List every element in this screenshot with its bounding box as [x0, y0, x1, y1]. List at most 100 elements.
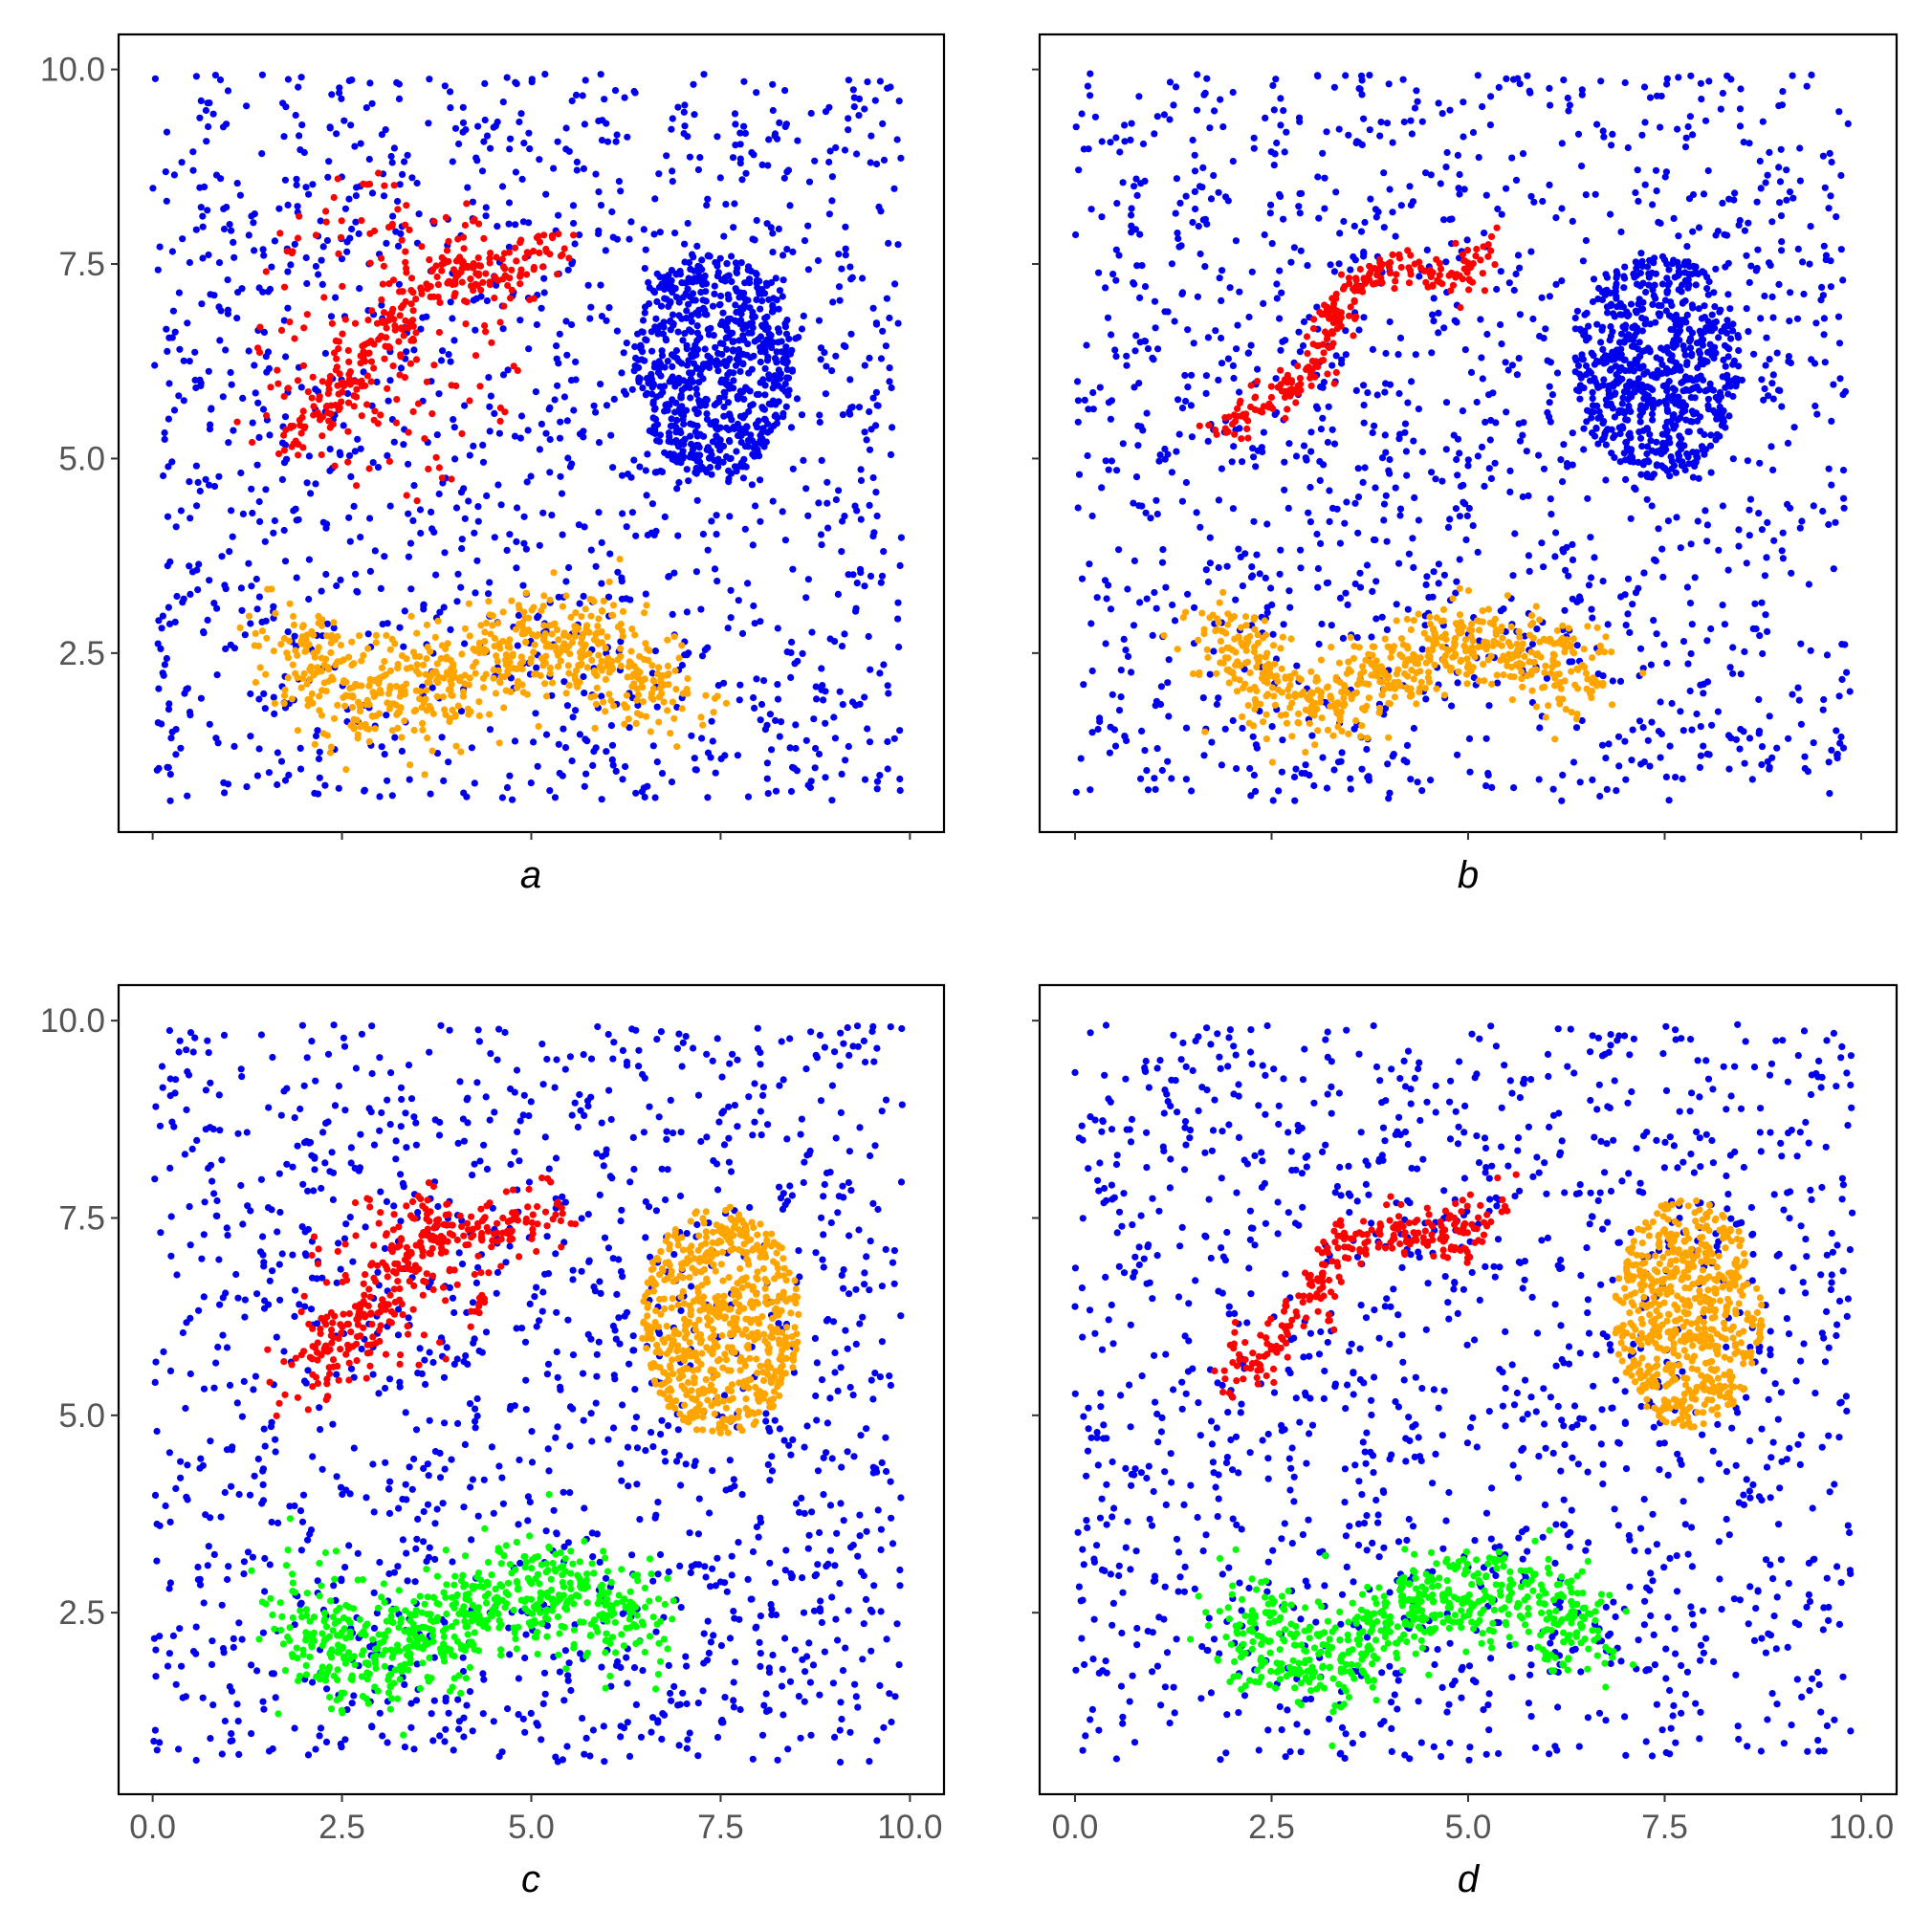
noise-point	[197, 694, 205, 702]
cluster-point	[398, 734, 406, 741]
noise-point	[440, 603, 448, 611]
noise-point	[165, 763, 172, 772]
cluster-point	[722, 424, 731, 431]
noise-point	[1695, 474, 1702, 482]
noise-point	[1653, 630, 1660, 638]
noise-point	[669, 178, 676, 186]
cluster-point	[1574, 362, 1583, 369]
noise-point	[1153, 745, 1161, 753]
noise-point	[1105, 466, 1112, 473]
cluster-point	[394, 661, 402, 669]
noise-point	[569, 202, 578, 209]
cluster-point	[449, 691, 456, 699]
cluster-point	[1708, 311, 1716, 318]
noise-point	[499, 371, 508, 379]
cluster-point	[758, 286, 766, 294]
noise-point	[1247, 792, 1255, 800]
noise-point	[271, 710, 278, 718]
noise-point	[890, 185, 898, 192]
noise-point	[255, 593, 263, 601]
cluster-point	[779, 409, 787, 417]
noise-point	[1640, 569, 1648, 577]
noise-point	[841, 630, 848, 638]
noise-point	[828, 797, 836, 804]
noise-point	[1454, 679, 1461, 687]
noise-point	[1719, 199, 1726, 207]
noise-point	[536, 446, 544, 453]
noise-point	[1566, 101, 1573, 109]
noise-point	[1250, 771, 1258, 779]
noise-point	[1075, 471, 1084, 478]
noise-point	[789, 763, 797, 771]
noise-point	[1747, 262, 1755, 270]
cluster-point	[337, 641, 344, 649]
noise-point	[1516, 437, 1525, 445]
noise-point	[1569, 461, 1576, 469]
noise-point	[1236, 288, 1243, 296]
noise-point	[563, 702, 572, 710]
noise-point	[1525, 492, 1532, 500]
noise-point	[1106, 749, 1113, 757]
noise-point	[1389, 208, 1396, 216]
noise-point	[1487, 474, 1495, 482]
noise-point	[1519, 493, 1526, 501]
noise-point	[1168, 469, 1175, 476]
cluster-point	[475, 262, 483, 270]
noise-point	[1594, 670, 1602, 678]
cluster-point	[720, 403, 728, 411]
noise-point	[189, 148, 197, 156]
noise-point	[1629, 726, 1636, 734]
y-tick-label: 5.0	[58, 440, 105, 477]
noise-point	[1201, 263, 1209, 271]
noise-point	[1689, 131, 1697, 139]
noise-point	[427, 790, 434, 798]
noise-point	[1810, 502, 1817, 510]
cluster-point	[401, 374, 408, 382]
noise-point	[161, 428, 168, 437]
cluster-point	[743, 351, 751, 359]
cluster-point	[655, 693, 664, 701]
noise-point	[163, 325, 170, 333]
noise-point	[769, 230, 777, 237]
noise-point	[154, 640, 162, 647]
cluster-point	[394, 206, 402, 213]
noise-point	[894, 599, 902, 606]
noise-point	[494, 223, 501, 230]
noise-point	[1218, 465, 1225, 472]
cluster-point	[380, 262, 387, 270]
cluster-point	[382, 670, 389, 679]
noise-point	[1807, 647, 1814, 654]
cluster-point	[448, 475, 455, 483]
noise-point	[247, 620, 254, 627]
noise-point	[1806, 260, 1813, 268]
noise-point	[212, 171, 221, 179]
noise-point	[1652, 166, 1660, 174]
noise-point	[555, 360, 562, 367]
noise-point	[1819, 706, 1827, 713]
noise-point	[1799, 258, 1807, 266]
noise-point	[229, 533, 236, 540]
cluster-point	[459, 688, 468, 695]
noise-point	[1277, 95, 1284, 102]
cluster-point	[327, 743, 335, 751]
noise-point	[1736, 745, 1744, 753]
noise-point	[315, 790, 322, 798]
cluster-point	[765, 296, 773, 303]
noise-point	[1261, 230, 1268, 239]
cluster-point	[289, 661, 296, 669]
noise-point	[164, 513, 172, 520]
noise-point	[1775, 280, 1783, 288]
noise-point	[1250, 134, 1258, 142]
noise-point	[245, 347, 252, 355]
cluster-point	[400, 324, 407, 332]
cluster-point	[466, 632, 473, 640]
noise-point	[1112, 276, 1120, 284]
cluster-point	[376, 687, 384, 694]
cluster-point	[753, 296, 760, 303]
noise-point	[690, 80, 697, 88]
noise-point	[312, 262, 319, 271]
cluster-point	[1583, 418, 1591, 426]
cluster-point	[648, 328, 655, 336]
noise-point	[245, 231, 252, 239]
